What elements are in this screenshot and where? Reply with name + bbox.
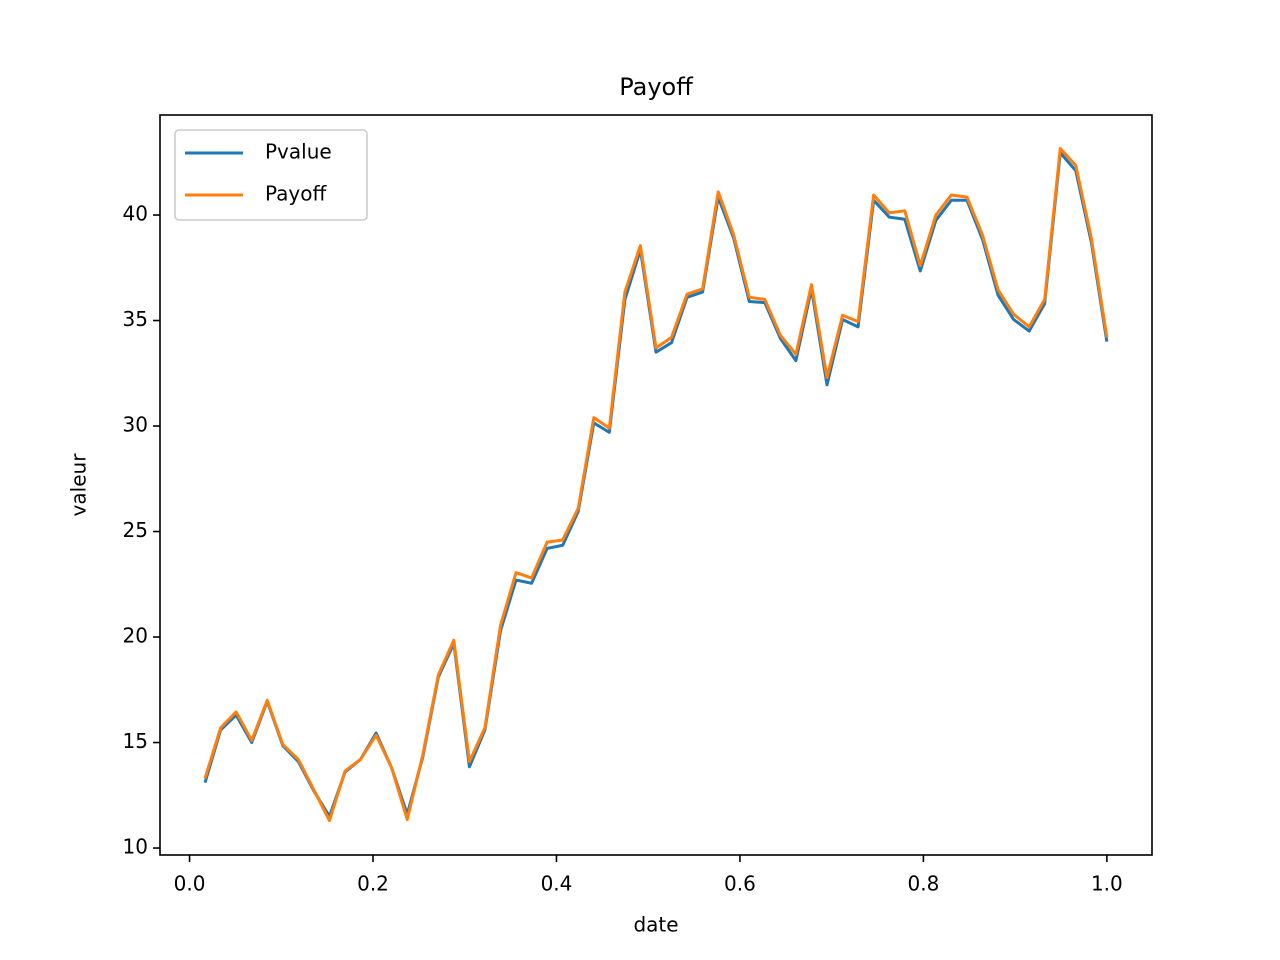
y-tick-label: 35: [123, 307, 148, 331]
legend-label: Pvalue: [265, 140, 332, 164]
x-tick-label: 0.4: [541, 872, 573, 896]
y-tick-label: 40: [123, 202, 148, 226]
x-tick-label: 0.0: [174, 872, 206, 896]
x-tick-label: 0.6: [724, 872, 756, 896]
x-tick-label: 1.0: [1091, 872, 1123, 896]
series-line: [203, 151, 1109, 818]
y-axis-label: valeur: [67, 453, 91, 517]
y-tick-label: 20: [123, 624, 148, 648]
y-tick-label: 25: [123, 518, 148, 542]
plot-frame: [159, 114, 1153, 856]
x-axis-label: date: [633, 913, 678, 937]
x-tick-label: 0.2: [357, 872, 389, 896]
x-tick-label: 0.8: [907, 872, 939, 896]
legend-label: Payoff: [265, 182, 327, 206]
series-line: [203, 147, 1109, 823]
y-tick-label: 30: [123, 413, 148, 437]
y-tick-label: 10: [123, 835, 148, 859]
chart-title: Payoff: [619, 73, 693, 101]
y-tick-label: 15: [123, 729, 148, 753]
